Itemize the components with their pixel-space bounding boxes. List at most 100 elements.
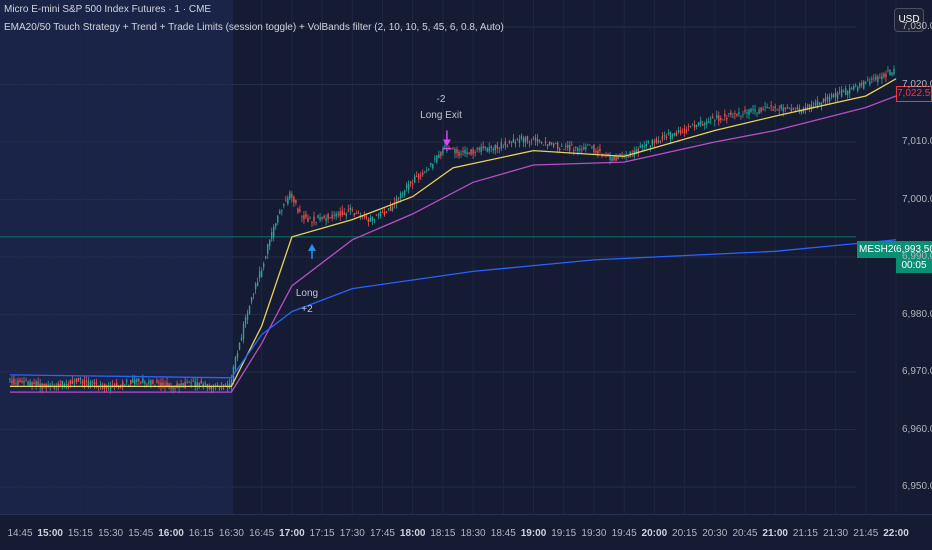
candle-body-up xyxy=(172,386,174,390)
candle-body-up xyxy=(379,211,382,217)
time-tick-label: 14:45 xyxy=(7,528,33,539)
candle-body-up xyxy=(663,135,666,137)
candle-body-up xyxy=(454,148,456,154)
candle-body-up xyxy=(798,107,801,112)
time-axis[interactable] xyxy=(0,514,932,550)
candle-body-up xyxy=(708,121,710,123)
candle-body-up xyxy=(186,381,188,383)
candle-body-up xyxy=(371,216,374,222)
candle-body-down xyxy=(174,387,176,389)
candle-body-down xyxy=(871,79,873,80)
candle-body-up xyxy=(828,97,831,102)
candle-body-up xyxy=(510,141,513,143)
candle-body-up xyxy=(716,115,718,118)
candle-body-up xyxy=(212,387,215,389)
candle-body-down xyxy=(93,382,96,385)
candle-body-up xyxy=(220,386,223,388)
symbol-title[interactable]: Micro E-mini S&P 500 Index Futures · 1 ·… xyxy=(4,4,212,15)
candle-body-up xyxy=(317,215,319,218)
candle-body-down xyxy=(81,381,84,384)
time-tick-label: 17:45 xyxy=(369,528,395,539)
candle-body-down xyxy=(168,383,170,388)
candle-body-up xyxy=(109,386,112,389)
candle-body-down xyxy=(468,152,470,154)
candle-body-down xyxy=(365,216,368,219)
candle-body-down xyxy=(712,116,714,118)
candle-body-up xyxy=(703,123,706,125)
price-tick-label: 6,950.00 xyxy=(902,481,932,492)
candle-body-up xyxy=(476,147,478,149)
candle-body-down xyxy=(389,205,392,212)
candle-body-down xyxy=(222,388,225,390)
currency-button[interactable]: USD xyxy=(894,8,924,32)
candle-body-up xyxy=(522,137,525,143)
candle-body-down xyxy=(762,109,764,111)
exit-qty: -2 xyxy=(436,94,446,105)
candle-body-up xyxy=(832,94,835,98)
candle-body-down xyxy=(675,132,678,137)
candle-body-up xyxy=(190,382,192,384)
candle-body-up xyxy=(258,271,261,278)
candle-body-down xyxy=(166,382,168,387)
candle-body-up xyxy=(403,190,406,196)
candle-body-down xyxy=(343,212,345,215)
candle-body-down xyxy=(834,92,837,97)
candle-body-down xyxy=(810,104,813,110)
time-tick-label: 15:45 xyxy=(128,528,154,539)
candle-body-up xyxy=(826,96,829,100)
candle-body-up xyxy=(859,82,861,87)
candle-body-up xyxy=(887,70,889,71)
candle-body-up xyxy=(464,150,466,154)
candle-body-up xyxy=(486,148,488,152)
candle-body-down xyxy=(156,380,158,383)
candle-body-up xyxy=(639,145,641,148)
candle-body-up xyxy=(758,109,760,114)
candle-body-up xyxy=(780,104,782,109)
candle-body-down xyxy=(200,380,202,384)
candle-body-up xyxy=(401,192,404,194)
candle-body-up xyxy=(764,106,766,108)
ema20-line xyxy=(9,78,897,388)
candle-body-up xyxy=(669,131,672,140)
candle-body-up xyxy=(583,147,585,150)
candle-body-down xyxy=(71,380,74,384)
candle-body-down xyxy=(351,209,353,211)
candle-body-up xyxy=(881,75,883,80)
candle-body-up xyxy=(269,239,271,247)
strategy-legend[interactable]: EMA20/50 Touch Strategy + Trend + Trade … xyxy=(4,22,504,33)
candle-body-down xyxy=(774,106,776,109)
candle-body-up xyxy=(530,139,533,141)
candle-body-down xyxy=(824,97,827,102)
candle-body-up xyxy=(738,112,740,115)
candle-body-up xyxy=(283,204,285,206)
candle-body-down xyxy=(885,73,887,78)
candle-body-up xyxy=(242,324,245,339)
candle-body-up xyxy=(47,384,49,386)
candle-body-up xyxy=(577,147,579,151)
candle-body-down xyxy=(637,148,639,154)
candle-body-down xyxy=(184,381,186,388)
candle-body-up xyxy=(575,147,577,149)
candle-body-up xyxy=(891,72,893,76)
candle-body-up xyxy=(218,387,221,389)
candle-body-down xyxy=(381,212,384,214)
candle-body-up xyxy=(428,169,430,171)
candle-body-down xyxy=(119,384,122,387)
candle-body-down xyxy=(11,380,13,383)
candle-body-down xyxy=(299,209,301,212)
candle-body-up xyxy=(808,104,811,109)
candle-body-up xyxy=(405,184,408,188)
candle-body-up xyxy=(830,94,833,97)
candle-body-down xyxy=(786,106,788,108)
candle-body-up xyxy=(818,102,821,105)
candle-body-down xyxy=(720,117,722,120)
candle-body-down xyxy=(653,141,656,144)
candle-body-down xyxy=(627,156,629,158)
exit-label: Long Exit xyxy=(420,110,462,121)
candle-body-up xyxy=(850,87,853,90)
candle-body-up xyxy=(73,381,76,383)
time-tick-label: 15:00 xyxy=(37,528,63,539)
candle-body-up xyxy=(126,380,128,382)
candle-body-up xyxy=(657,140,660,144)
